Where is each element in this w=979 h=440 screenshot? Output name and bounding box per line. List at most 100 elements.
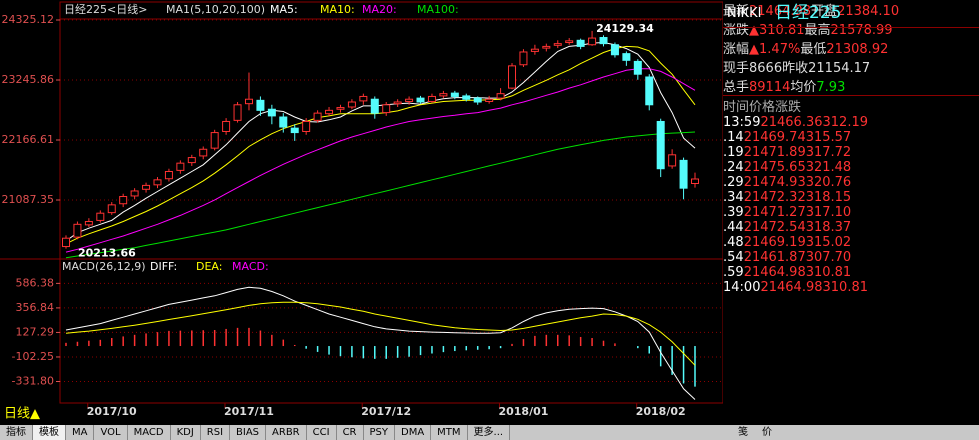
tab[interactable]: MACD [128, 425, 171, 440]
stat-value: 89114 [749, 80, 791, 95]
tick-row: .4421472.54318.37 [723, 220, 979, 235]
period-label[interactable]: 日线▲ [4, 407, 40, 422]
stat-label: 涨跌 [723, 23, 750, 38]
stat-label: 总手 [723, 80, 750, 95]
candle-body [645, 76, 654, 106]
tick-cell: 21461.87 [743, 250, 806, 265]
y-tick-label: 22166.61 [2, 133, 55, 146]
candle-body [359, 95, 368, 102]
low-label: 20213.66 [78, 247, 136, 260]
tick-row: .3921471.27317.10 [723, 205, 979, 220]
tab[interactable]: VOL [94, 425, 128, 440]
tick-cell: 21472.54 [743, 220, 806, 235]
candle-body [576, 39, 585, 47]
stat-value: 21464.98 [749, 4, 812, 19]
tick-row: .1921471.89317.72 [723, 145, 979, 160]
stat-value: 21154.17 [808, 61, 871, 76]
tab[interactable]: MA [66, 425, 95, 440]
tick-row: .2921474.93320.76 [723, 175, 979, 190]
tab[interactable]: CR [337, 425, 364, 440]
tab[interactable]: MTM [431, 425, 468, 440]
x-tick-label: 2017/11 [224, 405, 274, 418]
tick-cell: 13:59 [723, 115, 761, 130]
tick-cell: 21469.74 [743, 130, 806, 145]
tick-cell: .44 [723, 220, 744, 235]
quote-name: 日经225 [775, 3, 842, 23]
candle-body [222, 120, 231, 132]
legend-entry: DEA: [196, 260, 222, 273]
tab[interactable]: 模板 [33, 425, 66, 440]
tick-cell: 318.37 [805, 220, 852, 235]
tab[interactable]: RSI [201, 425, 231, 440]
candle-body [599, 37, 608, 45]
candle-body [610, 44, 619, 56]
tab[interactable]: CCI [307, 425, 337, 440]
tab[interactable]: 指标 [0, 425, 33, 440]
tick-cell: .34 [723, 190, 744, 205]
candle-body [382, 104, 391, 114]
tick-cell: .29 [723, 175, 744, 190]
tick-cell: 310.81 [805, 265, 852, 280]
stat-label: 最高 [804, 23, 831, 38]
side-tab[interactable]: 价 [762, 427, 772, 438]
y-tick-label: 24325.12 [2, 13, 55, 26]
tab[interactable]: PSY [364, 425, 395, 440]
candle-body [416, 97, 425, 103]
tick-row: .5921464.98310.81 [723, 265, 979, 280]
stat-label: 最低 [800, 42, 827, 57]
legend-entry: MACD: [232, 260, 269, 273]
line [65, 131, 696, 259]
tab-bar: 指标 模板 MA VOL MACD KDJ RSI BIAS ARBR CCI CR PSY DMA MT… [0, 425, 979, 440]
candle-body [130, 190, 139, 197]
tick-cell: .54 [723, 250, 744, 265]
stat-label: 昨收 [782, 61, 809, 76]
y-tick-label: -102.25 [12, 350, 54, 363]
candle-body [176, 162, 185, 171]
tick-row: .3421472.32318.15 [723, 190, 979, 205]
tab[interactable]: BIAS [230, 425, 267, 440]
candle-body [691, 178, 699, 185]
candle-body [496, 93, 505, 99]
x-tick-label: 2017/10 [87, 405, 137, 418]
candle-body [439, 93, 448, 97]
candle-body [473, 97, 482, 103]
tick-cell: 318.15 [805, 190, 852, 205]
tab[interactable]: 更多... [468, 425, 511, 440]
tick-cell: .59 [723, 265, 744, 280]
background [0, 0, 723, 425]
tick-row: .1421469.74315.57 [723, 130, 979, 145]
tab[interactable]: DMA [395, 425, 432, 440]
candle-body [553, 43, 562, 46]
plot-frame [59, 1, 723, 404]
quote-code: NIKKI [727, 6, 762, 21]
candle-body [633, 60, 642, 75]
candle-body [187, 157, 196, 164]
candle-body [530, 48, 539, 52]
tab[interactable]: KDJ [171, 425, 201, 440]
candle-body [313, 112, 322, 121]
tab[interactable]: ARBR [266, 425, 307, 440]
high-label: 24129.34 [596, 22, 654, 35]
ticks-header: 时间价格涨跌 [723, 95, 979, 115]
x-tick-label: 2018/01 [498, 405, 548, 418]
header-cell: 价格 [749, 100, 776, 115]
candle-body [542, 45, 551, 49]
tick-cell: .48 [723, 235, 744, 250]
tick-row: .5421461.87307.70 [723, 250, 979, 265]
tick-cell: 315.02 [805, 235, 852, 250]
tick-cell: 320.76 [805, 175, 852, 190]
tick-cell: .39 [723, 205, 744, 220]
tick-cell: 21471.89 [743, 145, 806, 160]
candle-body [679, 159, 688, 189]
y-tick-label: 23245.86 [2, 73, 55, 86]
tick-row: .2421475.65321.48 [723, 160, 979, 175]
candle-body [336, 107, 345, 110]
header-cell: 涨跌 [775, 100, 802, 115]
y-tick-label: 356.84 [16, 301, 55, 314]
x-tick-label: 2018/02 [636, 405, 686, 418]
stat-value: 21384.10 [837, 4, 900, 19]
side-tab[interactable]: 笺 [738, 427, 748, 438]
tick-cell: 21474.93 [743, 175, 806, 190]
candle-body [450, 92, 459, 97]
stat-row: 现手8666昨收21154.17 [723, 57, 979, 76]
